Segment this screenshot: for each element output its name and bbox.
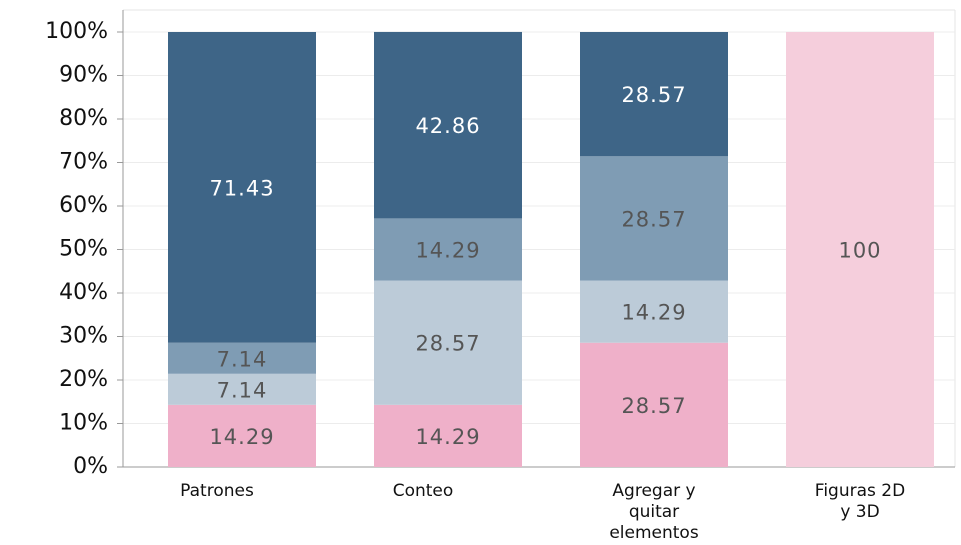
bar-segment xyxy=(580,156,728,281)
bar-segment xyxy=(580,280,728,343)
bar-segment xyxy=(168,32,316,343)
data-label: 28.57 xyxy=(621,207,686,231)
data-label: 28.57 xyxy=(415,332,480,356)
y-tick-label: 30% xyxy=(59,324,108,349)
data-label: 14.29 xyxy=(621,301,686,325)
y-tick-label: 50% xyxy=(59,237,108,262)
bar-segment xyxy=(168,342,316,374)
x-tick-label: Figuras 2D y 3D xyxy=(814,481,906,522)
bar-segment xyxy=(374,280,522,405)
bar-segment xyxy=(374,404,522,467)
bar-segment xyxy=(374,218,522,281)
data-label: 14.29 xyxy=(209,425,274,449)
bar-segment xyxy=(580,342,728,467)
data-label: 14.29 xyxy=(415,425,480,449)
data-label: 14.29 xyxy=(415,238,480,262)
data-label: 42.86 xyxy=(415,114,480,138)
y-tick-label: 0% xyxy=(73,454,108,479)
data-label: 28.57 xyxy=(621,83,686,107)
data-label: 7.14 xyxy=(217,347,268,371)
bar-segment xyxy=(580,32,728,157)
x-tick-label: Agregar y quitar elementos xyxy=(609,481,699,543)
y-tick-label: 70% xyxy=(59,150,108,175)
bar-segment xyxy=(374,31,522,219)
data-label: 7.14 xyxy=(217,378,268,402)
y-tick-label: 60% xyxy=(59,193,108,218)
y-tick-label: 40% xyxy=(59,280,108,305)
y-tick-label: 80% xyxy=(59,106,108,131)
x-tick-label: Patrones xyxy=(180,481,254,501)
bar-segment xyxy=(168,404,316,467)
bar-segment xyxy=(786,32,934,467)
y-tick-label: 90% xyxy=(59,63,108,88)
data-label: 71.43 xyxy=(209,176,274,200)
y-tick-label: 100% xyxy=(45,19,108,44)
data-label: 28.57 xyxy=(621,394,686,418)
bar-segment xyxy=(168,373,316,405)
data-label: 100 xyxy=(838,239,881,263)
x-tick-label: Conteo xyxy=(392,481,454,501)
y-tick-label: 10% xyxy=(59,411,108,436)
y-tick-label: 20% xyxy=(59,367,108,392)
